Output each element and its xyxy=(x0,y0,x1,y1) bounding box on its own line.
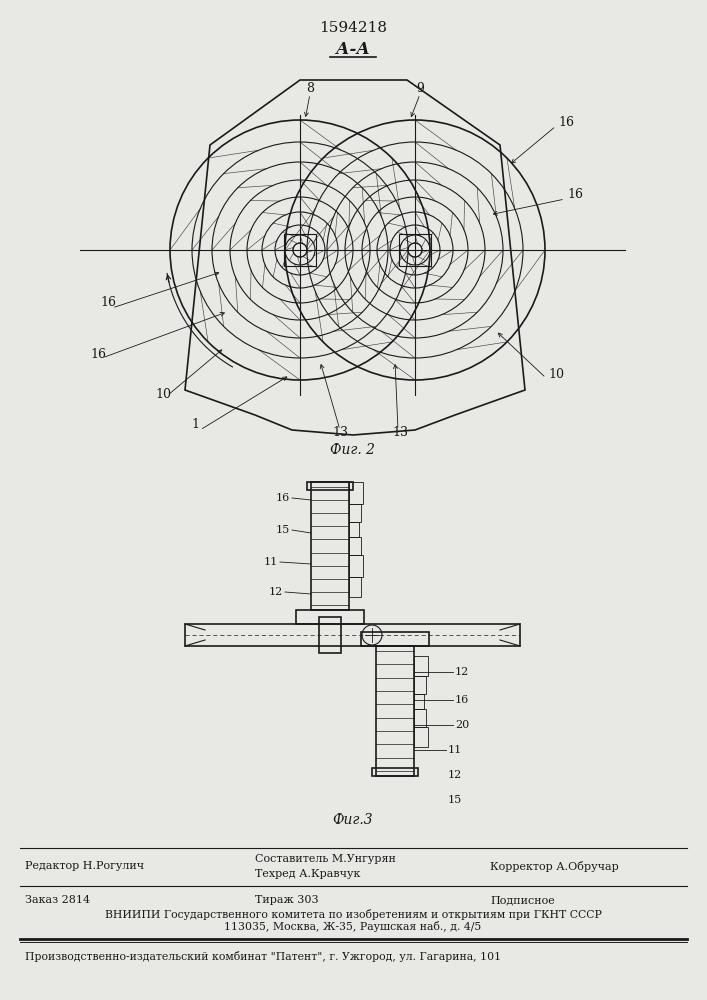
Text: 9: 9 xyxy=(416,82,424,95)
Text: 16: 16 xyxy=(276,493,290,503)
Text: 16: 16 xyxy=(567,188,583,202)
Bar xyxy=(349,577,361,597)
Text: 1: 1 xyxy=(191,418,199,432)
Text: Подписное: Подписное xyxy=(490,895,555,905)
Text: 16: 16 xyxy=(100,296,116,308)
Text: 11: 11 xyxy=(264,557,278,567)
Bar xyxy=(372,768,418,776)
Text: 1594218: 1594218 xyxy=(319,21,387,35)
Text: 12: 12 xyxy=(448,770,462,780)
Bar xyxy=(284,234,316,266)
Bar xyxy=(399,234,431,266)
Bar xyxy=(185,624,520,646)
Text: 11: 11 xyxy=(448,745,462,755)
Text: Техред А.Кравчук: Техред А.Кравчук xyxy=(255,869,361,879)
Bar xyxy=(361,632,429,646)
Text: 16: 16 xyxy=(90,349,106,361)
Bar xyxy=(414,727,428,747)
Text: 8: 8 xyxy=(306,82,314,95)
Bar xyxy=(349,537,361,555)
Text: Тираж 303: Тираж 303 xyxy=(255,895,319,905)
Text: 113035, Москва, Ж-35, Раушская наб., д. 4/5: 113035, Москва, Ж-35, Раушская наб., д. … xyxy=(224,922,481,932)
Bar xyxy=(307,482,353,490)
Bar xyxy=(414,709,426,727)
Text: 12: 12 xyxy=(269,587,283,597)
Bar xyxy=(414,656,428,676)
Text: 15: 15 xyxy=(448,795,462,805)
Text: 10: 10 xyxy=(548,368,564,381)
Text: Редактор Н.Рогулич: Редактор Н.Рогулич xyxy=(25,861,144,871)
Bar xyxy=(376,646,414,776)
Text: ВНИИПИ Государственного комитета по изобретениям и открытиям при ГКНТ СССР: ВНИИПИ Государственного комитета по изоб… xyxy=(105,908,602,920)
Text: 13: 13 xyxy=(392,426,408,438)
Text: Заказ 2814: Заказ 2814 xyxy=(25,895,90,905)
Text: 10: 10 xyxy=(155,388,171,401)
Bar xyxy=(319,617,341,653)
Bar xyxy=(349,522,359,537)
Text: Фиг.3: Фиг.3 xyxy=(333,813,373,827)
Text: 13: 13 xyxy=(332,426,348,438)
Text: 15: 15 xyxy=(276,525,290,535)
Text: 20: 20 xyxy=(455,720,469,730)
Bar xyxy=(296,610,364,624)
Bar xyxy=(414,676,426,694)
Text: 16: 16 xyxy=(455,695,469,705)
Text: Составитель М.Унгурян: Составитель М.Унгурян xyxy=(255,854,396,864)
Text: 16: 16 xyxy=(558,115,574,128)
Text: Корректор А.Обручар: Корректор А.Обручар xyxy=(490,860,619,871)
Bar xyxy=(349,555,363,577)
Text: Фиг. 2: Фиг. 2 xyxy=(330,443,375,457)
Bar xyxy=(349,504,361,522)
Bar xyxy=(311,482,349,610)
Text: Производственно-издательский комбинат "Патент", г. Ужгород, ул. Гагарина, 101: Производственно-издательский комбинат "П… xyxy=(25,950,501,962)
Text: 12: 12 xyxy=(455,667,469,677)
Bar xyxy=(414,694,424,709)
Bar xyxy=(349,482,363,504)
Text: А-А: А-А xyxy=(336,41,370,58)
